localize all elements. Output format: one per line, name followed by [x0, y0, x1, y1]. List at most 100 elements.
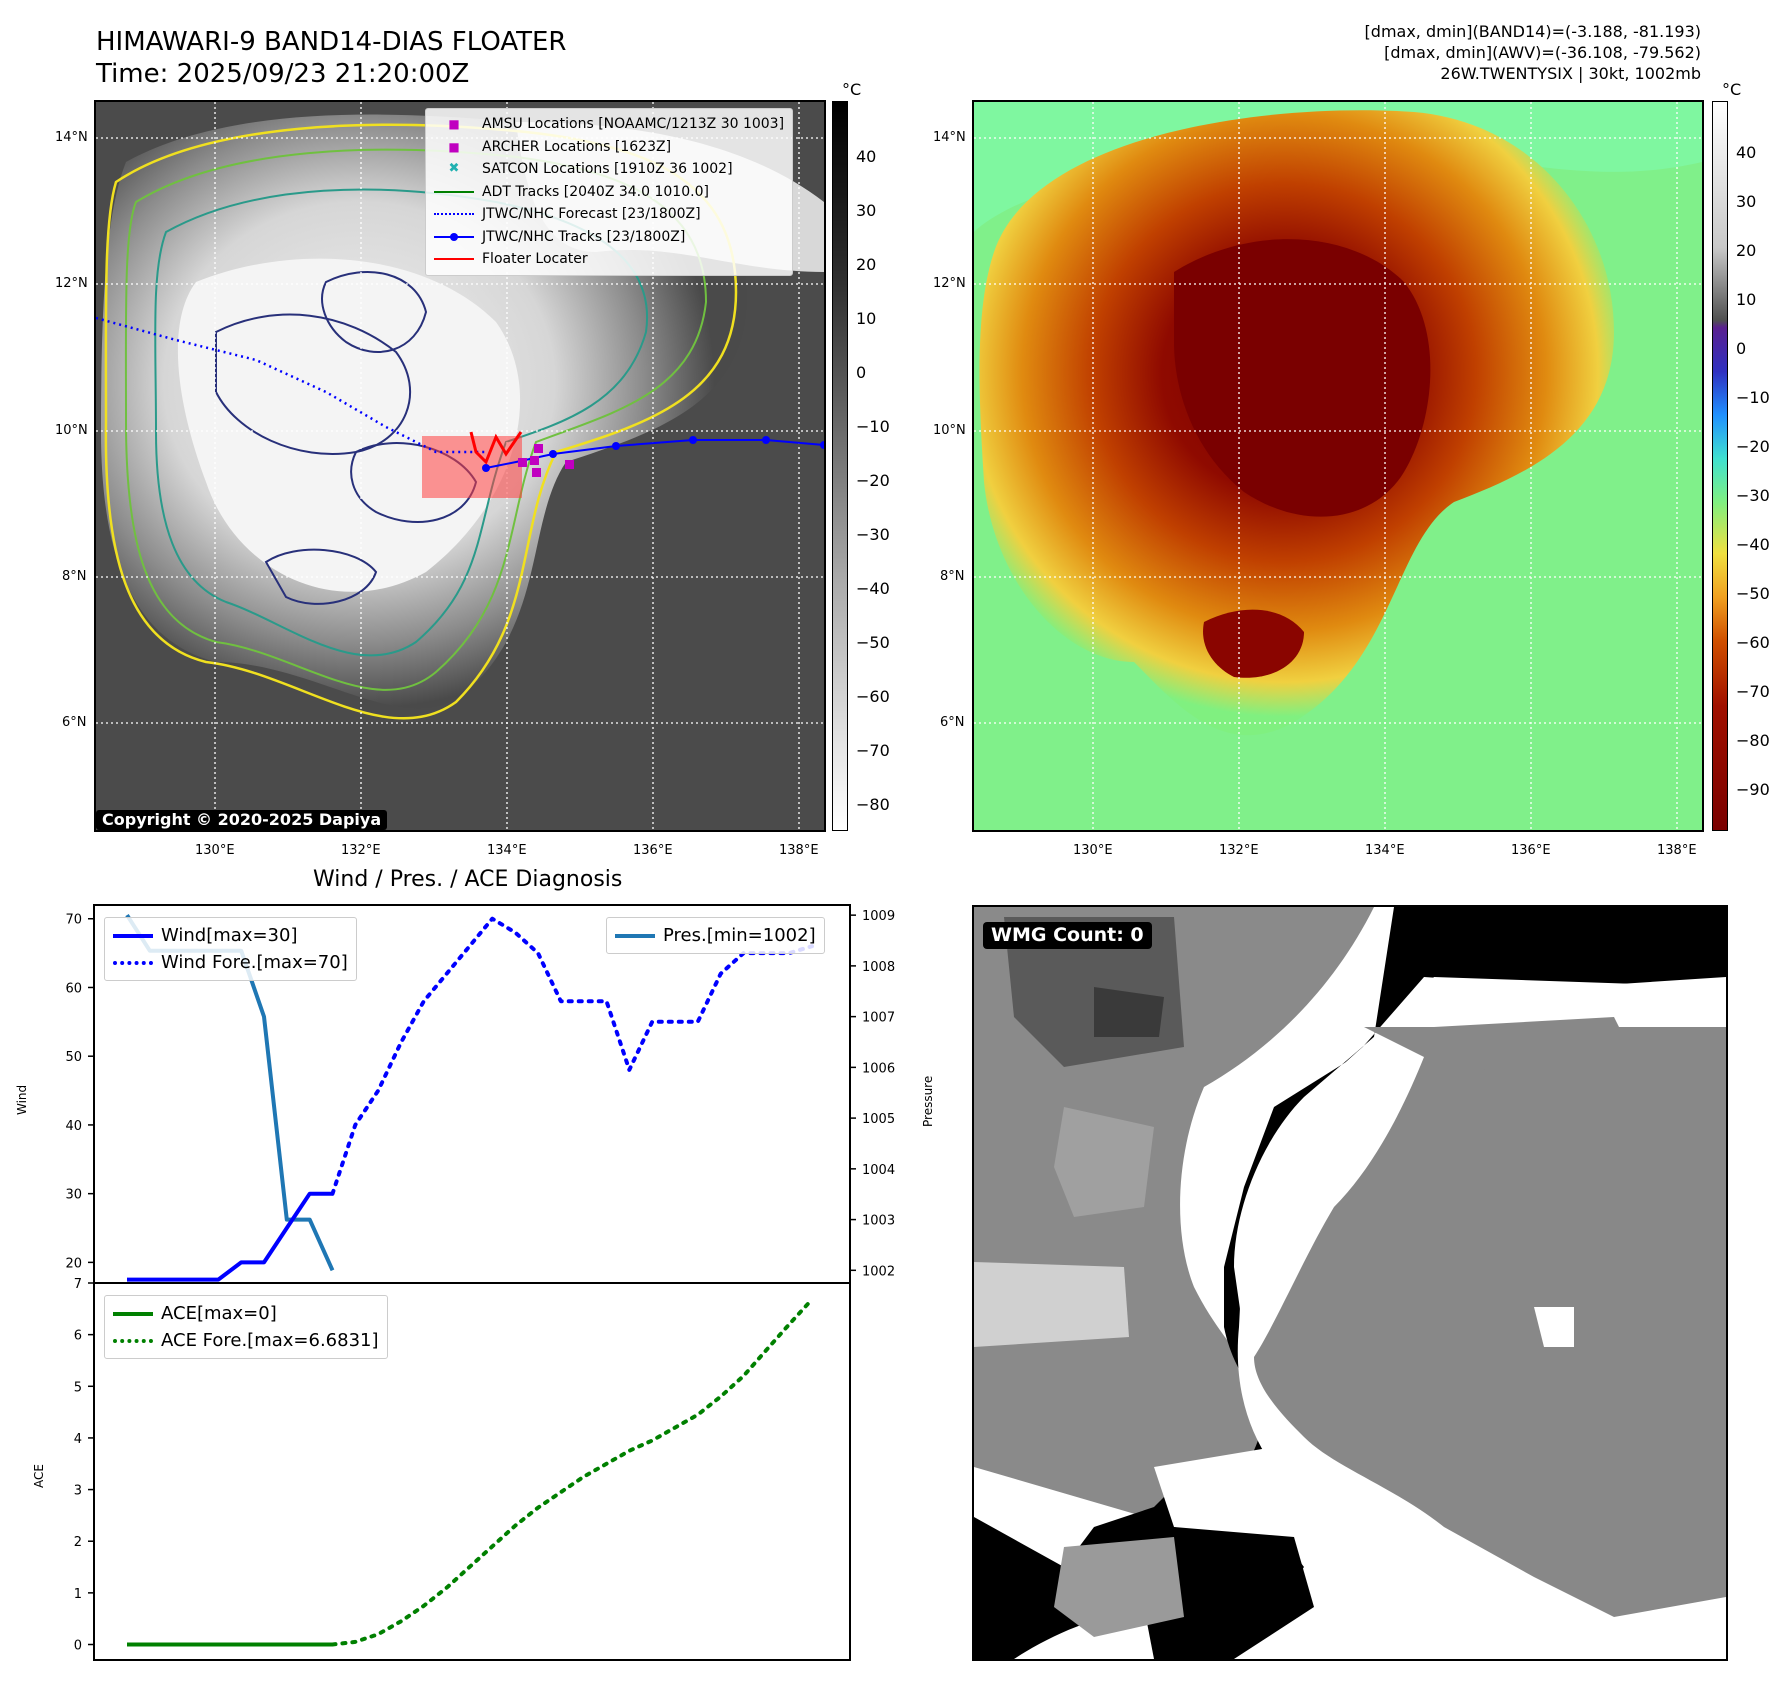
wmg-light-w	[974, 1262, 1129, 1347]
left-colorbar-tick: 40	[856, 147, 877, 166]
wind-tick-label: 60	[65, 981, 82, 996]
legend-pres-label: Pres.[min=1002]	[663, 925, 816, 946]
right-lon-label-136: 136°E	[1511, 843, 1551, 858]
legend-ace-fore: ACE Fore.[max=6.6831]	[113, 1327, 379, 1354]
awv-cold-core	[1174, 239, 1431, 517]
right-lat-label-10: 10°N	[933, 423, 966, 438]
wmg-white-sw	[1154, 1447, 1354, 1547]
right-colorbar-tick: 40	[1736, 143, 1757, 162]
jtwc-track-points	[482, 436, 824, 472]
wmg-black-south	[1144, 1527, 1314, 1659]
ace-legend: ACE[max=0] ACE Fore.[max=6.6831]	[104, 1295, 388, 1359]
wmg-gray-light-w2	[1054, 1107, 1154, 1217]
wmg-panel	[972, 905, 1728, 1661]
pressure-tick-label: 1002	[862, 1264, 895, 1279]
ace-axis-label: ACE	[32, 1464, 46, 1488]
figure-title: HIMAWARI-9 BAND14-DIAS FLOATER	[96, 27, 567, 57]
adt-line-icon	[434, 190, 474, 193]
wind-tick-label: 40	[65, 1119, 82, 1134]
left-colorbar-unit: °C	[842, 80, 862, 99]
right-lat-label-6: 6°N	[940, 715, 965, 730]
left-lat-label-8: 8°N	[62, 569, 87, 584]
pressure-axis-label: Pressure	[921, 1075, 935, 1127]
wmg-black-ne	[974, 907, 1726, 1659]
left-colorbar-tick: −40	[856, 579, 890, 598]
wmg-gray-east	[1254, 1027, 1726, 1617]
right-colorbar-tick: −40	[1736, 535, 1770, 554]
wind-fore-line-icon	[113, 960, 153, 965]
left-colorbar-tick: −30	[856, 525, 890, 544]
legend-wind: Wind[max=30]	[113, 922, 348, 949]
floater-line-icon	[434, 258, 474, 261]
pres-line-icon	[615, 933, 655, 938]
right-colorbar-tick: −90	[1736, 780, 1770, 799]
left-colorbar-tick: −20	[856, 471, 890, 490]
left-lat-label-10: 10°N	[55, 423, 88, 438]
legend-amsu: ■ AMSU Locations [NOAAMC/1213Z 30 1003]	[434, 113, 784, 136]
pressure-tick-label: 1008	[862, 960, 895, 975]
left-colorbar-tick: −80	[856, 795, 890, 814]
legend-ace: ACE[max=0]	[113, 1300, 379, 1327]
wind-axis-label: Wind	[15, 1084, 29, 1115]
right-colorbar-unit: °C	[1722, 80, 1742, 99]
right-colorbar	[1712, 101, 1728, 831]
wind-legend: Wind[max=30] Wind Fore.[max=70]	[104, 917, 357, 981]
ace-fore-line-icon	[113, 1338, 153, 1343]
ace-tick-label: 4	[74, 1432, 82, 1447]
left-colorbar-tick: −50	[856, 633, 890, 652]
legend-adt-label: ADT Tracks [2040Z 34.0 1010.0]	[482, 183, 709, 200]
pressure-tick-label: 1005	[862, 1112, 895, 1127]
forecast-line-icon	[434, 213, 474, 216]
legend-wind-fore: Wind Fore.[max=70]	[113, 949, 348, 976]
ace-line-icon	[113, 1311, 153, 1316]
amsu-marker-icon: ■	[448, 117, 460, 131]
right-colorbar-tick: −60	[1736, 633, 1770, 652]
legend-archer: ■ ARCHER Locations [1623Z]	[434, 136, 784, 159]
diagnosis-title: Wind / Pres. / ACE Diagnosis	[313, 867, 623, 892]
ir-map-legend: ■ AMSU Locations [NOAAMC/1213Z 30 1003] ■…	[425, 108, 794, 276]
left-colorbar-tick: 10	[856, 309, 877, 328]
legend-pres: Pres.[min=1002]	[615, 922, 816, 949]
tracks-line-icon	[434, 232, 474, 241]
legend-ace-fore-label: ACE Fore.[max=6.6831]	[161, 1330, 379, 1351]
copyright-badge: Copyright © 2020-2025 Dapiya	[96, 810, 388, 830]
right-colorbar-tick: 10	[1736, 290, 1757, 309]
pressure-tick-label: 1004	[862, 1163, 895, 1178]
pressure-tick-label: 1007	[862, 1011, 895, 1026]
pressure-legend: Pres.[min=1002]	[606, 917, 825, 954]
right-lon-label-138: 138°E	[1657, 843, 1697, 858]
wmg-white-patch-se	[1534, 1307, 1574, 1347]
left-lon-label-136: 136°E	[633, 843, 673, 858]
left-lon-label-134: 134°E	[487, 843, 527, 858]
right-colorbar-tick: 0	[1736, 339, 1747, 358]
wmg-gray-south	[1054, 1537, 1184, 1637]
legend-tracks: JTWC/NHC Tracks [23/1800Z]	[434, 226, 784, 249]
satcon-marker-icon: ✖	[448, 161, 460, 176]
right-colorbar-tick: −50	[1736, 584, 1770, 603]
legend-tracks-label: JTWC/NHC Tracks [23/1800Z]	[482, 228, 686, 245]
pressure-tick-label: 1009	[862, 909, 895, 924]
ace-tick-label: 5	[74, 1380, 82, 1395]
legend-forecast-label: JTWC/NHC Forecast [23/1800Z]	[482, 206, 701, 222]
legend-amsu-label: AMSU Locations [NOAAMC/1213Z 30 1003]	[482, 116, 785, 132]
ace-forecast-series-line	[330, 1297, 814, 1647]
legend-adt: ADT Tracks [2040Z 34.0 1010.0]	[434, 181, 784, 204]
left-lat-label-14: 14°N	[55, 130, 88, 145]
jtwc-forecast-track	[96, 316, 486, 454]
stats-band14: [dmax, dmin](BAND14)=(-3.188, -81.193)	[1364, 22, 1701, 41]
left-colorbar-tick: −60	[856, 687, 890, 706]
ace-tick-label: 1	[74, 1587, 82, 1602]
left-lon-label-138: 138°E	[779, 843, 819, 858]
left-colorbar-tick: 30	[856, 201, 877, 220]
right-lon-label-132: 132°E	[1219, 843, 1259, 858]
left-lat-label-12: 12°N	[55, 276, 88, 291]
right-lon-label-130: 130°E	[1073, 843, 1113, 858]
left-lat-label-6: 6°N	[62, 715, 87, 730]
awv-map-svg	[974, 102, 1702, 830]
legend-floater-label: Floater Locater	[482, 251, 588, 267]
adt-track	[469, 431, 523, 465]
wind-series-line	[127, 1191, 333, 1282]
contour-navy-2	[321, 271, 428, 353]
right-colorbar-tick: −20	[1736, 437, 1770, 456]
stats-awv: [dmax, dmin](AWV)=(-36.108, -79.562)	[1384, 43, 1701, 62]
